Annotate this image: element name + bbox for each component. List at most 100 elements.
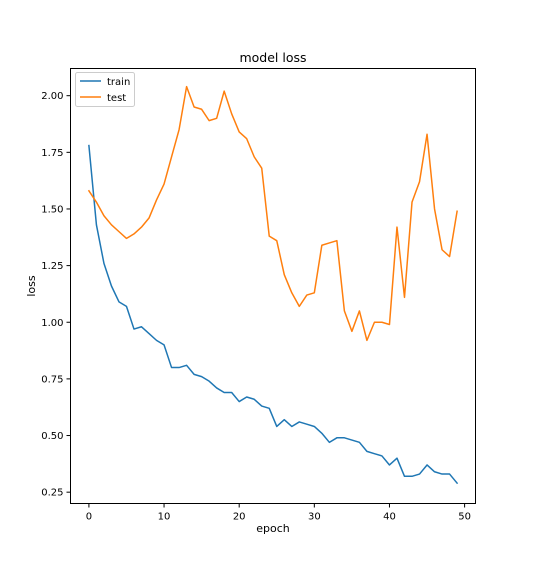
data-point-test xyxy=(268,235,270,237)
data-point-train xyxy=(396,457,398,459)
data-point-test xyxy=(389,324,391,326)
data-point-test xyxy=(374,321,376,323)
data-point-test xyxy=(261,167,263,169)
data-point-test xyxy=(306,294,308,296)
data-point-test xyxy=(381,321,383,323)
data-point-train xyxy=(419,473,421,475)
legend-label-test: test xyxy=(107,93,126,104)
data-point-train xyxy=(88,145,90,147)
data-point-train xyxy=(374,453,376,455)
data-point-train xyxy=(381,455,383,457)
data-point-test xyxy=(103,215,105,217)
data-point-test xyxy=(314,292,316,294)
y-tick-label: 1.00 xyxy=(41,318,63,329)
y-tick-label: 2.00 xyxy=(41,91,63,102)
data-point-test xyxy=(223,90,225,92)
data-point-test xyxy=(359,310,361,312)
data-point-train xyxy=(111,285,113,287)
data-point-test xyxy=(426,133,428,135)
data-point-test xyxy=(231,113,233,115)
data-point-train xyxy=(223,392,225,394)
data-point-test xyxy=(201,108,203,110)
x-axis-ticks: 0 10 20 30 40 50 xyxy=(86,503,471,523)
data-point-test xyxy=(126,238,128,240)
data-point-test xyxy=(186,86,188,88)
y-tick-label: 0.75 xyxy=(41,374,63,385)
chart-title: model loss xyxy=(239,50,306,65)
data-point-test xyxy=(163,183,165,185)
data-point-test xyxy=(133,233,135,235)
data-point-train xyxy=(456,482,458,484)
data-point-train xyxy=(103,263,105,265)
data-point-test xyxy=(441,249,443,251)
data-point-test xyxy=(171,156,173,158)
data-point-test xyxy=(111,224,113,226)
data-point-test xyxy=(449,256,451,258)
data-point-train xyxy=(389,464,391,466)
data-point-test xyxy=(419,181,421,183)
data-point-test xyxy=(434,208,436,210)
y-axis-ticks: 0.25 0.50 0.75 1.00 1.25 1.50 1.75 2.00 xyxy=(41,91,71,499)
data-point-test xyxy=(283,274,285,276)
data-point-train xyxy=(268,408,270,410)
x-tick-label: 20 xyxy=(233,512,246,523)
data-point-train xyxy=(321,432,323,434)
data-point-test xyxy=(216,118,218,120)
x-axis-label: epoch xyxy=(256,522,290,535)
data-point-train xyxy=(336,437,338,439)
data-point-train xyxy=(193,374,195,376)
data-point-train xyxy=(156,340,158,342)
data-point-train xyxy=(359,442,361,444)
data-point-train xyxy=(246,396,248,398)
y-tick-label: 1.25 xyxy=(41,261,63,272)
data-point-train xyxy=(314,426,316,428)
data-point-test xyxy=(118,231,120,233)
legend-label-train: train xyxy=(107,77,130,88)
data-point-test xyxy=(291,292,293,294)
data-point-test xyxy=(366,340,368,342)
data-point-train xyxy=(434,471,436,473)
data-point-test xyxy=(193,106,195,108)
data-point-test xyxy=(344,310,346,312)
y-tick-label: 0.25 xyxy=(41,488,63,499)
data-point-train xyxy=(216,387,218,389)
data-point-test xyxy=(351,331,353,333)
x-tick-label: 40 xyxy=(383,512,396,523)
data-point-test xyxy=(246,138,248,140)
data-point-test xyxy=(96,201,98,203)
data-point-train xyxy=(366,451,368,453)
data-point-train xyxy=(118,301,120,303)
data-point-test xyxy=(178,129,180,131)
data-point-train xyxy=(441,473,443,475)
data-point-train xyxy=(141,326,143,328)
series-layer xyxy=(87,85,459,485)
data-point-test xyxy=(411,201,413,203)
y-tick-label: 0.50 xyxy=(41,431,63,442)
data-point-train xyxy=(344,437,346,439)
data-point-test xyxy=(456,210,458,212)
data-point-test xyxy=(156,199,158,201)
data-point-train xyxy=(178,367,180,369)
data-point-test xyxy=(396,226,398,228)
data-point-train xyxy=(351,439,353,441)
data-point-train xyxy=(449,473,451,475)
data-point-train xyxy=(276,426,278,428)
data-point-test xyxy=(329,242,331,244)
series-line-test xyxy=(87,85,458,342)
data-point-train xyxy=(329,442,331,444)
y-tick-label: 1.75 xyxy=(41,148,63,159)
data-point-train xyxy=(163,344,165,346)
x-tick-label: 30 xyxy=(308,512,321,523)
data-point-test xyxy=(148,217,150,219)
data-point-train xyxy=(201,376,203,378)
data-point-test xyxy=(298,306,300,308)
data-point-train xyxy=(283,419,285,421)
data-point-train xyxy=(186,364,188,366)
data-point-train xyxy=(411,476,413,478)
data-point-test xyxy=(253,156,255,158)
data-point-train xyxy=(171,367,173,369)
x-tick-label: 10 xyxy=(158,512,171,523)
x-tick-label: 50 xyxy=(458,512,471,523)
